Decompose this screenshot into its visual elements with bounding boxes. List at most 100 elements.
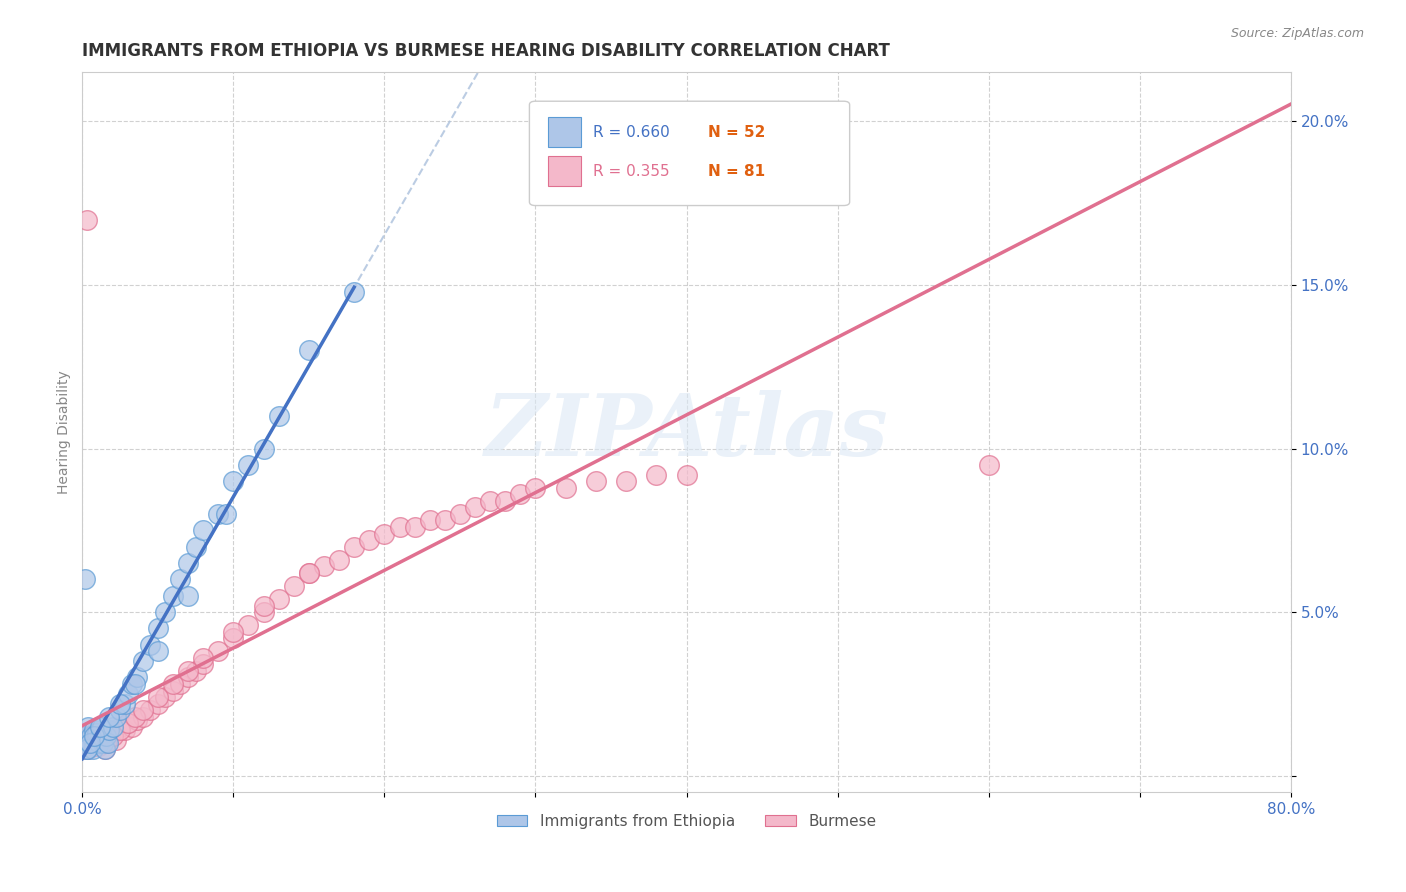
Point: [433, 514, 456, 528]
Point: [146, 690, 169, 705]
Point: [98, 730, 121, 744]
Point: [298, 566, 321, 580]
Point: [169, 573, 191, 587]
Point: [90, 736, 112, 750]
Point: [93, 730, 115, 744]
Point: [98, 710, 121, 724]
Point: [184, 540, 207, 554]
Point: [86, 730, 108, 744]
Point: [267, 409, 290, 423]
Point: [76, 739, 98, 754]
Point: [80, 730, 103, 744]
Point: [267, 592, 290, 607]
Point: [83, 730, 105, 744]
Point: [104, 710, 127, 724]
Point: [238, 458, 260, 472]
Point: [146, 622, 169, 636]
Y-axis label: Hearing Disability: Hearing Disability: [58, 370, 72, 494]
Point: [77, 720, 100, 734]
Point: [585, 475, 607, 489]
Point: [83, 723, 105, 737]
Point: [125, 713, 148, 727]
Point: [751, 147, 773, 161]
Point: [117, 716, 139, 731]
Point: [108, 703, 131, 717]
Point: [388, 520, 411, 534]
Point: [155, 605, 177, 619]
Point: [117, 716, 139, 731]
Point: [124, 677, 146, 691]
Point: [117, 687, 139, 701]
Point: [75, 730, 97, 744]
Point: [977, 458, 1000, 472]
Point: [207, 644, 229, 658]
Point: [73, 742, 96, 756]
Point: [614, 475, 637, 489]
Point: [222, 624, 245, 639]
Point: [73, 736, 96, 750]
Point: [121, 677, 143, 691]
FancyBboxPatch shape: [547, 117, 581, 147]
Text: R = 0.355: R = 0.355: [593, 163, 671, 178]
Point: [108, 697, 131, 711]
Point: [75, 739, 97, 754]
Point: [77, 730, 100, 744]
Point: [101, 726, 124, 740]
Point: [79, 736, 101, 750]
Point: [215, 507, 238, 521]
Point: [132, 654, 155, 668]
Point: [191, 651, 214, 665]
Point: [312, 559, 335, 574]
Text: ZIPAtlas: ZIPAtlas: [485, 391, 889, 474]
Point: [96, 730, 118, 744]
Point: [104, 732, 127, 747]
Point: [89, 720, 111, 734]
Text: N = 52: N = 52: [709, 125, 766, 140]
Text: Source: ZipAtlas.com: Source: ZipAtlas.com: [1230, 27, 1364, 40]
Point: [419, 514, 441, 528]
Point: [184, 664, 207, 678]
Point: [84, 732, 107, 747]
Point: [328, 553, 350, 567]
Legend: Immigrants from Ethiopia, Burmese: Immigrants from Ethiopia, Burmese: [491, 807, 883, 835]
Point: [132, 703, 155, 717]
Point: [554, 481, 576, 495]
FancyBboxPatch shape: [530, 101, 849, 205]
Point: [76, 742, 98, 756]
Point: [80, 732, 103, 747]
Point: [252, 599, 274, 613]
Point: [494, 494, 516, 508]
Point: [125, 671, 148, 685]
Point: [108, 723, 131, 737]
Point: [86, 726, 108, 740]
Point: [97, 736, 120, 750]
Point: [114, 723, 136, 737]
Point: [283, 579, 305, 593]
Point: [89, 732, 111, 747]
Point: [177, 556, 200, 570]
Point: [90, 720, 112, 734]
Point: [222, 475, 245, 489]
Point: [101, 730, 124, 744]
Point: [101, 720, 124, 734]
Point: [75, 573, 97, 587]
Point: [162, 589, 184, 603]
Point: [222, 632, 245, 646]
FancyBboxPatch shape: [547, 156, 581, 186]
Point: [132, 710, 155, 724]
Point: [177, 664, 200, 678]
Point: [84, 736, 107, 750]
Point: [177, 589, 200, 603]
Point: [108, 720, 131, 734]
Point: [252, 442, 274, 456]
Point: [76, 742, 98, 756]
Point: [139, 703, 162, 717]
Point: [207, 507, 229, 521]
Text: R = 0.660: R = 0.660: [593, 125, 671, 140]
Point: [75, 736, 97, 750]
Point: [87, 739, 110, 754]
Point: [238, 618, 260, 632]
Point: [96, 736, 118, 750]
Point: [94, 742, 117, 756]
Point: [191, 657, 214, 672]
